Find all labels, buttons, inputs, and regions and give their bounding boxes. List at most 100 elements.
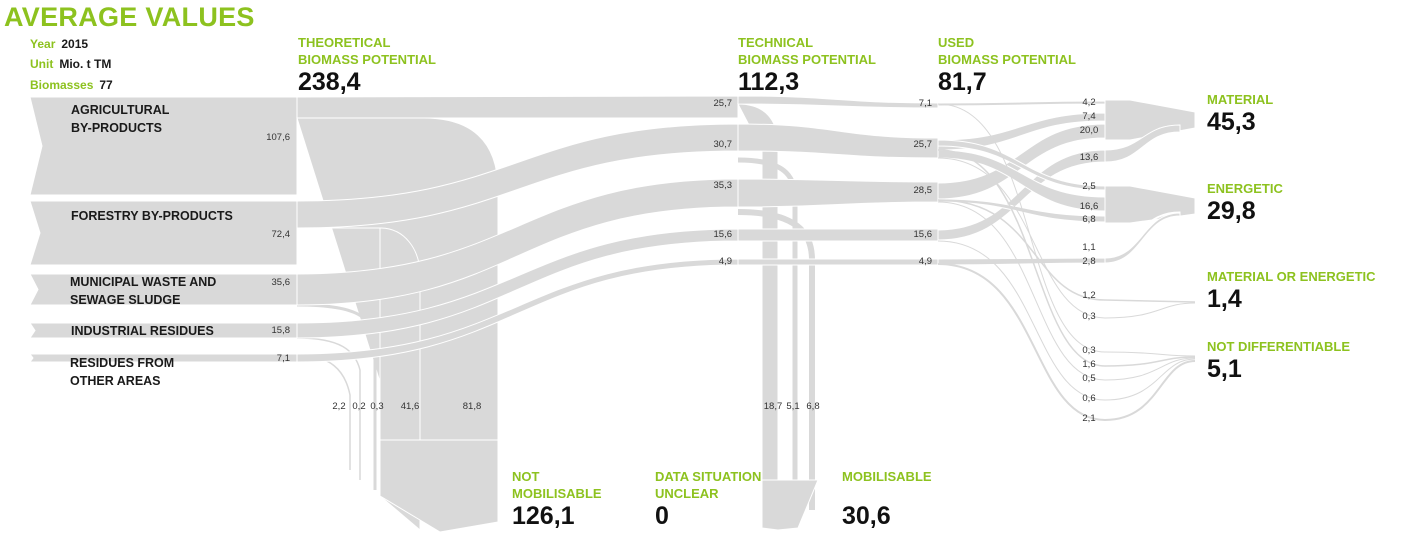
source-forestry-arrow	[29, 200, 298, 266]
source-municipal-arrow	[29, 273, 298, 306]
flow-agri-technical	[296, 95, 739, 119]
meta-unit-key: Unit	[30, 57, 54, 71]
source-industrial-line1: INDUSTRIAL RESIDUES	[71, 324, 214, 338]
usage-value-9: 1,2	[1082, 290, 1095, 301]
source-other-line1: RESIDUES FROM	[70, 356, 175, 370]
usage-value-11: 0,3	[1082, 345, 1095, 356]
bottom-data-unclear-line1: DATA SITUATION	[655, 469, 762, 484]
meta-year: Year 2015	[30, 37, 88, 51]
flow-material-merge	[1104, 124, 1181, 163]
source-value-4: 7,1	[277, 353, 290, 364]
usage-value-1: 7,4	[1082, 111, 1095, 122]
mobilisable-value-0: 18,7	[764, 401, 783, 412]
not-mobilisable-value-2: 0,3	[370, 401, 383, 412]
technical-value-0: 25,7	[714, 98, 733, 109]
flow-industrial-used	[737, 228, 939, 242]
stage-used-line1: USED	[938, 35, 975, 50]
bottom-data-unclear-line2: UNCLEAR	[655, 486, 719, 501]
usage-value-2: 20,0	[1080, 125, 1099, 136]
technical-value-3: 15,6	[714, 229, 733, 240]
source-other-label: RESIDUES FROM OTHER AREAS	[70, 354, 174, 390]
output-moe-label: MATERIAL OR ENERGETIC	[1207, 269, 1376, 284]
source-agricultural-line2: BY-PRODUCTS	[71, 121, 162, 135]
output-not-differentiable: NOT DIFFERENTIABLE 5,1	[1207, 338, 1350, 384]
meta-unit: Unit Mio. t TM	[30, 57, 111, 71]
source-value-2: 35,6	[272, 277, 291, 288]
usage-value-10: 0,3	[1082, 311, 1095, 322]
mobilisable-value-1: 5,1	[786, 401, 799, 412]
used-value-1: 25,7	[914, 139, 933, 150]
funnel-not-mobilisable	[379, 439, 499, 533]
stage-technical-line1: TECHNICAL	[738, 35, 814, 50]
flow-technical-mobilisable-a	[737, 103, 779, 529]
funnel-mobilisable	[761, 479, 819, 531]
flow-other-not-mobilisable	[296, 354, 351, 470]
source-industrial-arrow	[29, 322, 298, 339]
output-nd-arrow	[1104, 360, 1196, 421]
bottom-not-mobilisable-value: 126,1	[512, 502, 575, 530]
source-agricultural-arrow	[29, 96, 298, 196]
usage-value-14: 0,6	[1082, 393, 1095, 404]
output-material-or-energetic: MATERIAL OR ENERGETIC 1,4	[1207, 268, 1376, 314]
bottom-not-mobilisable-line1: NOT	[512, 469, 540, 484]
output-energetic: ENERGETIC 29,8	[1207, 180, 1283, 226]
meta-unit-value: Mio. t TM	[59, 57, 112, 71]
output-moe-value: 1,4	[1207, 285, 1242, 313]
meta-biomasses-value: 77	[99, 78, 113, 92]
flow-used-material-1	[937, 100, 1106, 107]
usage-value-6: 6,8	[1082, 214, 1095, 225]
not-mobilisable-value-1: 0,2	[352, 401, 365, 412]
output-material: MATERIAL 45,3	[1207, 91, 1273, 137]
bottom-not-mobilisable-line2: MOBILISABLE	[512, 486, 602, 501]
output-material-value: 45,3	[1207, 108, 1256, 136]
flow-used-nd-3	[937, 201, 1106, 381]
used-value-0: 7,1	[919, 98, 932, 109]
bottom-data-unclear-value: 0	[655, 502, 669, 530]
stage-used: USED BIOMASS POTENTIAL 81,7	[938, 34, 1076, 97]
output-energetic-label: ENERGETIC	[1207, 181, 1283, 196]
usage-value-8: 2,8	[1082, 256, 1095, 267]
stage-used-line2: BIOMASS POTENTIAL	[938, 52, 1076, 67]
usage-value-13: 0,5	[1082, 373, 1095, 384]
source-agricultural-line1: AGRICULTURAL	[71, 103, 170, 117]
meta-biomasses-key: Biomasses	[30, 78, 94, 92]
flow-energetic-merge-b	[1104, 212, 1181, 264]
flow-municipal-not-mobilisable	[296, 303, 377, 490]
used-value-3: 15,6	[914, 229, 933, 240]
usage-value-5: 16,6	[1080, 201, 1099, 212]
stage-theoretical-line1: THEORETICAL	[298, 35, 391, 50]
usage-value-12: 1,6	[1082, 359, 1095, 370]
source-forestry-label: FORESTRY BY-PRODUCTS	[71, 207, 233, 225]
bottom-data-unclear: DATA SITUATION UNCLEAR 0	[655, 468, 761, 531]
flow-used-nd-5	[937, 263, 1106, 421]
source-value-3: 15,8	[272, 325, 291, 336]
source-other-line2: OTHER AREAS	[70, 374, 161, 388]
output-nd-label: NOT DIFFERENTIABLE	[1207, 339, 1350, 354]
bottom-mobilisable: MOBILISABLE 30,6	[842, 468, 932, 531]
flow-moe-merge	[1104, 302, 1196, 319]
stage-technical-line2: BIOMASS POTENTIAL	[738, 52, 876, 67]
not-mobilisable-value-3: 41,6	[401, 401, 420, 412]
usage-value-0: 4,2	[1082, 97, 1095, 108]
flow-used-moe-2	[937, 157, 1106, 319]
source-agricultural-label: AGRICULTURAL BY-PRODUCTS	[71, 101, 169, 137]
output-material-label: MATERIAL	[1207, 92, 1274, 107]
technical-value-2: 35,3	[714, 180, 733, 191]
stage-theoretical-value: 238,4	[298, 68, 361, 96]
bottom-not-mobilisable: NOT MOBILISABLE 126,1	[512, 468, 602, 531]
source-other-arrow	[29, 353, 298, 363]
used-value-2: 28,5	[914, 185, 933, 196]
bottom-mobilisable-value: 30,6	[842, 502, 891, 530]
meta-biomasses: Biomasses 77	[30, 78, 113, 92]
flow-used-energetic-5	[937, 257, 1106, 266]
technical-value-1: 30,7	[714, 139, 733, 150]
flow-industrial-not-mobilisable	[296, 337, 361, 480]
flow-used-nd-4	[937, 240, 1106, 401]
flow-used-nd-2	[937, 149, 1106, 367]
source-municipal-label: MUNICIPAL WASTE AND SEWAGE SLUDGE	[70, 273, 216, 309]
output-moe-arrow	[1104, 299, 1196, 303]
bottom-mobilisable-line1: MOBILISABLE	[842, 469, 932, 484]
stage-theoretical-line2: BIOMASS POTENTIAL	[298, 52, 436, 67]
flow-used-moe-1	[937, 199, 1106, 301]
